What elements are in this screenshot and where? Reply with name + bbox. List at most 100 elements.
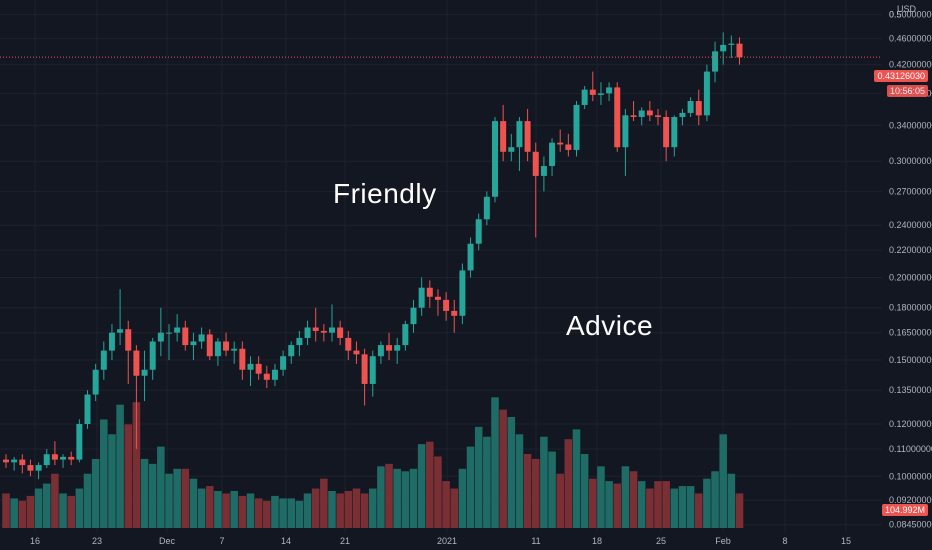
candle-body — [43, 454, 50, 466]
candle — [581, 85, 588, 109]
volume-bar — [75, 488, 84, 528]
volume-bar — [385, 463, 393, 528]
volume-bar — [377, 466, 385, 528]
candle-body — [402, 324, 409, 346]
candle-body — [540, 166, 547, 176]
candle — [434, 289, 441, 316]
candle-body — [443, 299, 450, 311]
candle — [589, 71, 596, 102]
volume-bar — [662, 481, 670, 528]
candle-body — [720, 44, 727, 52]
candle-body — [475, 219, 482, 244]
candle — [35, 462, 42, 480]
candle-body — [353, 350, 360, 355]
candle-body — [418, 287, 425, 308]
candle-body — [19, 459, 26, 466]
volume-bar — [694, 493, 703, 528]
volume-bars — [2, 397, 744, 528]
candle — [51, 441, 58, 466]
candle — [157, 307, 164, 357]
price-tick-label: 0.18000000 — [889, 303, 932, 313]
date-tick-label: 21 — [340, 536, 350, 546]
candle — [426, 280, 433, 308]
candle — [467, 237, 474, 278]
candle — [108, 324, 115, 361]
candle-body — [141, 369, 148, 376]
date-tick-label: 11 — [531, 536, 540, 546]
candle-body — [581, 89, 588, 105]
candle-body — [239, 348, 246, 370]
price-tick-label: 0.34000000 — [889, 120, 932, 130]
volume-bar — [491, 397, 499, 528]
candle — [410, 299, 417, 333]
volume-bar — [165, 473, 173, 528]
volume-bar — [108, 434, 116, 528]
volume-bar — [426, 441, 434, 528]
volume-bar — [458, 468, 467, 528]
candle-body — [214, 341, 221, 357]
volume-bar — [605, 481, 613, 528]
candle — [695, 89, 702, 126]
candle-body — [369, 356, 376, 384]
volume-bar — [450, 488, 459, 528]
candle-body — [663, 116, 670, 148]
volume-bar — [51, 473, 59, 528]
volume-bar — [483, 436, 491, 528]
candle — [663, 110, 670, 162]
candle-body — [117, 329, 124, 333]
candle — [720, 32, 727, 65]
volume-bar — [287, 498, 296, 528]
candle — [508, 133, 515, 162]
date-tick-label: 8 — [782, 536, 787, 546]
volume-bar — [678, 486, 687, 528]
candle — [304, 320, 311, 346]
date-axis[interactable]: 16 23 Dec 7 14 21 2021 11 18 25 Feb 8 15 — [30, 536, 851, 546]
candle-body — [304, 327, 311, 338]
volume-bar — [417, 444, 426, 528]
candle-body — [597, 93, 604, 95]
volume-bar — [83, 473, 92, 528]
price-tick-label: 0.27000000 — [889, 186, 932, 196]
candle — [386, 332, 393, 361]
price-tick-label: 0.12000000 — [889, 419, 932, 429]
candle — [443, 292, 450, 321]
candle-body — [557, 142, 564, 145]
price-tick-label: 0.16500000 — [889, 328, 932, 338]
candle-body — [671, 116, 678, 148]
candle — [622, 108, 629, 176]
candle — [337, 320, 344, 346]
candle-body — [565, 144, 572, 150]
candle-body — [223, 341, 230, 351]
candle-body — [532, 151, 539, 176]
volume-bar — [466, 446, 475, 528]
candle — [182, 320, 189, 351]
candle — [549, 138, 556, 176]
candle — [214, 337, 221, 366]
price-tick-label: 0.08450000 — [889, 520, 932, 530]
candle — [100, 341, 107, 380]
candle-body — [100, 350, 107, 370]
candle-body — [712, 51, 719, 72]
volume-bar — [10, 498, 18, 528]
candle — [638, 107, 645, 126]
candle-body — [27, 465, 34, 471]
price-tick-label: 0.30000000 — [889, 156, 932, 166]
candle — [532, 142, 539, 238]
candle — [11, 456, 18, 471]
candle-body — [606, 87, 613, 94]
volume-bar — [42, 483, 51, 528]
volume-bar — [18, 500, 27, 528]
volume-bar — [246, 493, 255, 528]
price-tick-label: 0.50000000 — [889, 10, 932, 20]
date-tick-label: Dec — [159, 536, 176, 546]
price-tick-label: 0.24000000 — [889, 220, 932, 230]
candle — [288, 341, 295, 364]
volume-bar — [2, 493, 10, 528]
volume-bar — [181, 468, 190, 528]
candle-body — [492, 121, 498, 197]
candle — [516, 116, 523, 171]
candle — [703, 64, 710, 122]
price-axis[interactable]: 0.50.500000000.460000000.420000000.38000… — [889, 10, 932, 530]
volume-bar — [507, 417, 516, 528]
